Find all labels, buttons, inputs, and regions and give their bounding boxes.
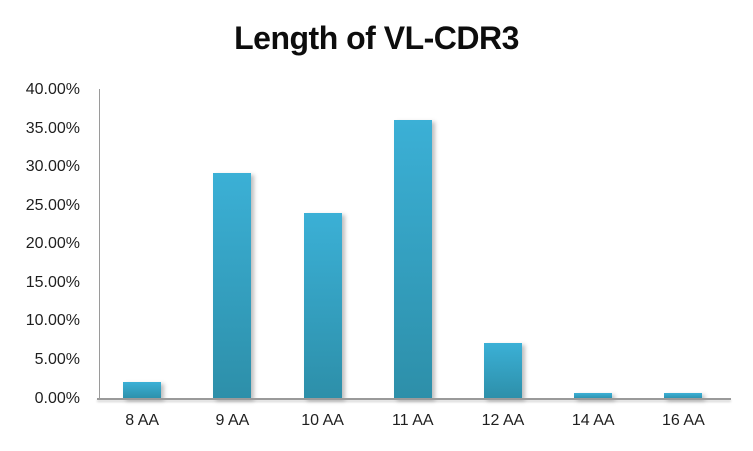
x-axis-line — [97, 398, 731, 400]
y-axis-tick-label: 25.00% — [25, 196, 80, 214]
x-axis-category-label: 16 AA — [662, 412, 705, 429]
bar-14-aa — [574, 392, 613, 399]
x-axis-category-label: 10 AA — [301, 412, 344, 429]
y-axis-line — [99, 89, 100, 399]
bar-16-aa — [664, 392, 703, 399]
y-axis-tick-label: 35.00% — [25, 119, 80, 137]
y-axis-tick-label: 0.00% — [34, 389, 80, 407]
x-axis-category-label: 9 AA — [215, 412, 250, 429]
x-axis-category-label: 14 AA — [571, 412, 615, 429]
y-axis-tick-label: 10.00% — [25, 312, 80, 330]
bar-9-aa — [213, 172, 252, 399]
y-axis-tick-label: 40.00% — [25, 81, 80, 99]
chart-title: Length of VL-CDR3 — [234, 20, 519, 56]
y-axis-tick-label: 30.00% — [25, 158, 80, 176]
bar-12-aa — [484, 343, 522, 399]
bar-10-aa — [303, 212, 342, 399]
y-axis-tick-label: 20.00% — [25, 235, 80, 253]
bar-11-aa — [393, 119, 432, 399]
bar-8-aa — [123, 381, 162, 399]
y-axis-tick-label: 15.00% — [25, 273, 80, 291]
x-axis-category-label: 8 AA — [125, 412, 160, 429]
x-axis-category-label: 11 AA — [392, 412, 434, 429]
x-axis-category-label: 12 AA — [481, 412, 525, 429]
y-axis-tick-label: 5.00% — [34, 350, 80, 368]
